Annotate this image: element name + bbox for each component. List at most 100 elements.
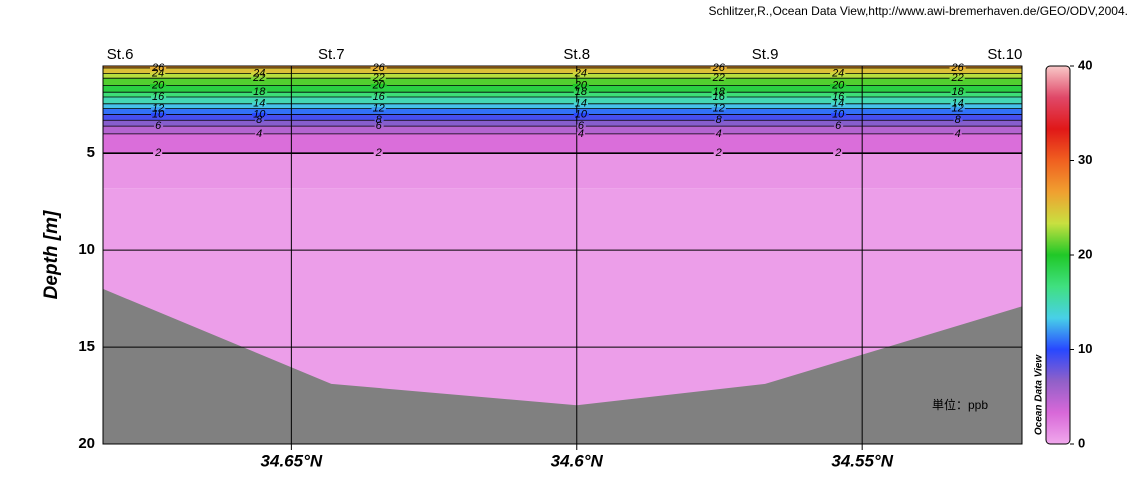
contour-label-bg — [370, 76, 386, 80]
watermark: Ocean Data View — [1034, 354, 1045, 435]
contour-label: 2 — [715, 147, 722, 159]
contour-label: 16 — [713, 91, 726, 103]
contour-label-bg — [153, 151, 163, 155]
contour-label: 22 — [951, 72, 964, 84]
contour-label: 26 — [951, 62, 965, 74]
plot-frame — [102, 65, 1023, 445]
contour-label: 14 — [832, 98, 844, 110]
contour-label: 10 — [832, 108, 845, 120]
contour-label-bg — [573, 90, 589, 94]
contour-label: 22 — [712, 72, 725, 84]
contour-label: 26 — [372, 62, 386, 74]
field-band — [103, 120, 1022, 127]
contour-label: 6 — [578, 120, 585, 132]
contour-label: 16 — [373, 91, 386, 103]
contour-label: 8 — [955, 114, 962, 126]
contour-label-bg — [830, 71, 846, 75]
contour-label: 22 — [372, 72, 385, 84]
contour-label-bg — [953, 118, 963, 122]
contour-label-bg — [150, 83, 167, 87]
contour-label: 20 — [831, 79, 845, 91]
contour-label-bg — [573, 112, 589, 116]
colorbar — [1045, 65, 1071, 445]
contour-label-bg — [950, 102, 965, 106]
colorbar-tick-label: 30 — [1078, 152, 1092, 167]
credit: Schlitzer,R.,Ocean Data View,http://www.… — [708, 4, 1128, 18]
contour-label-bg — [713, 151, 723, 155]
y-tick-label: 10 — [78, 241, 95, 258]
field-band — [103, 78, 1022, 86]
contour-label: 2 — [834, 147, 841, 159]
contour-label: 18 — [575, 86, 588, 98]
y-tick-label: 5 — [87, 144, 95, 161]
contour-label-bg — [572, 83, 589, 87]
contour-label-bg — [831, 112, 847, 116]
contour-label-bg — [576, 132, 585, 136]
contour-label-bg — [831, 95, 847, 99]
contour-label-bg — [711, 95, 727, 99]
colorbar-tick-label: 20 — [1078, 246, 1092, 261]
contour-label-bg — [830, 83, 847, 87]
contour-label-bg — [710, 66, 727, 70]
contour-label: 18 — [952, 86, 965, 98]
field-band — [103, 66, 1022, 68]
seafloor — [103, 288, 1022, 444]
contour-label-bg — [251, 71, 267, 75]
contour-label: 20 — [372, 79, 386, 91]
field-band — [103, 73, 1022, 79]
contour-label: 12 — [152, 103, 164, 115]
contour-label-bg — [151, 112, 167, 116]
contour-label-bg — [252, 90, 268, 94]
contour-label: 10 — [152, 108, 165, 120]
contour-label: 24 — [252, 67, 265, 79]
contour-label: 8 — [376, 114, 383, 126]
colorbar-tick-label: 40 — [1078, 57, 1092, 72]
contour-label-bg — [374, 118, 384, 122]
contour-label-bg — [373, 151, 383, 155]
contour-label-bg — [714, 132, 723, 136]
contour-label: 4 — [955, 128, 961, 140]
contour-label-bg — [714, 118, 724, 122]
contour-label: 10 — [575, 108, 588, 120]
x-tick-label: 34.6°N — [551, 451, 604, 470]
x-tick-label: 34.55°N — [831, 451, 893, 470]
contour-label-bg — [834, 124, 844, 128]
contour-label-bg — [252, 102, 267, 106]
y-tick-label: 20 — [78, 435, 95, 452]
x-tick-label: 34.65°N — [261, 451, 323, 470]
field-band — [103, 114, 1022, 121]
contour-label: 20 — [151, 79, 165, 91]
station-label: St.7 — [318, 46, 345, 63]
contour-label-bg — [251, 76, 267, 80]
unit-note: 単位：ppb — [932, 397, 988, 412]
contour-label: 8 — [256, 114, 263, 126]
contour-label: 26 — [712, 62, 726, 74]
field-band — [103, 85, 1022, 93]
contour-label: 14 — [575, 98, 587, 110]
contour-label: 12 — [713, 103, 725, 115]
contour-label-bg — [949, 76, 965, 80]
contour-label: 12 — [952, 103, 964, 115]
contour-label-bg — [151, 107, 166, 111]
station-label: St.10 — [987, 46, 1022, 63]
contour-label: 12 — [373, 103, 385, 115]
contour-label-bg — [831, 102, 846, 106]
station-label: St.8 — [563, 46, 590, 63]
contour-label-bg — [370, 66, 387, 70]
contour-label-bg — [572, 71, 589, 75]
field-band — [103, 126, 1022, 134]
contour-label-bg — [370, 83, 387, 87]
contour-label-bg — [151, 95, 167, 99]
contour-label-bg — [710, 76, 726, 80]
contour-label-bg — [371, 95, 387, 99]
field-band — [103, 67, 1022, 74]
field-band — [103, 133, 1022, 154]
contour-label-bg — [150, 66, 167, 70]
colorbar-tick-label: 0 — [1078, 435, 1085, 450]
contour-label-bg — [255, 118, 265, 122]
station-label: St.9 — [752, 46, 779, 63]
contour-label: 24 — [574, 67, 587, 79]
field-band — [103, 103, 1022, 109]
contour-label-bg — [573, 102, 589, 106]
